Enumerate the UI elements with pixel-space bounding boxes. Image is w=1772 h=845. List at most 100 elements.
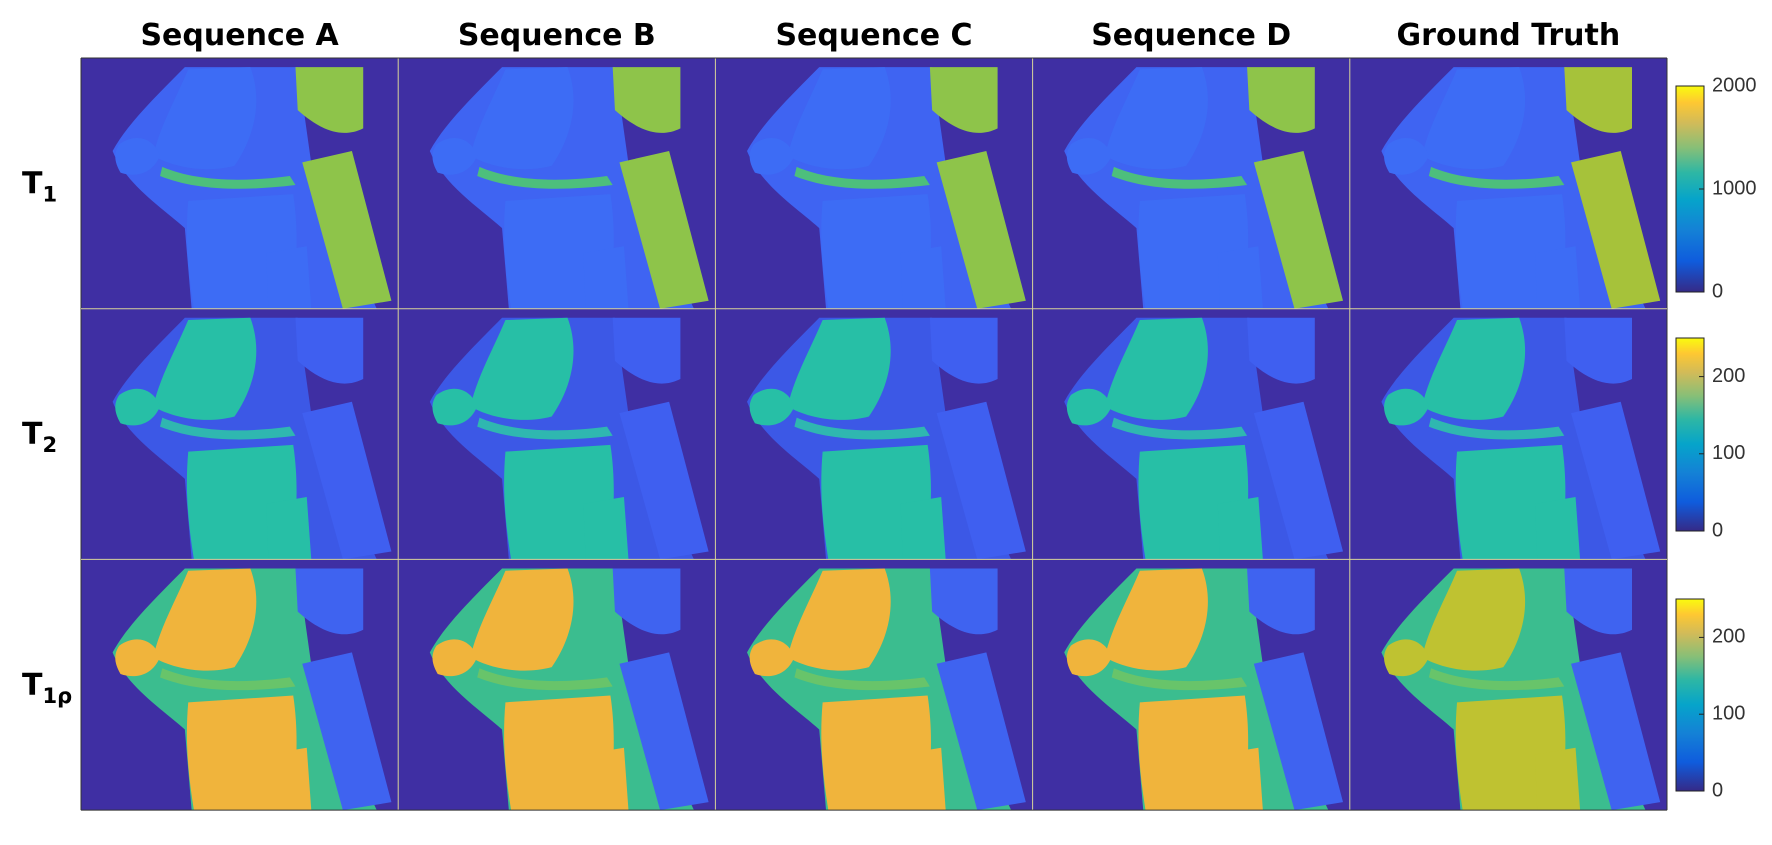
tissue-region (794, 417, 930, 440)
tissue-region (900, 246, 946, 309)
tissue-region (936, 401, 1026, 560)
tissue-region (1104, 67, 1208, 170)
tissue-region (1104, 568, 1208, 671)
tissue-region (160, 417, 296, 440)
colorbar (1675, 337, 1705, 532)
map-panel (715, 58, 1033, 309)
map-panel (1349, 58, 1667, 309)
tissue-region (1217, 497, 1263, 560)
colorbar-tick-label: 0 (1712, 519, 1723, 541)
tissue-region (794, 166, 930, 189)
tissue-region (153, 568, 257, 671)
tissue-region (1534, 747, 1581, 811)
tissue-region (160, 668, 296, 691)
tissue-region (266, 747, 312, 811)
tissue-region (1217, 747, 1263, 811)
tissue-region (1422, 568, 1526, 671)
column-title: Sequence B (458, 18, 656, 53)
map-panel (81, 559, 399, 811)
tissue-region (619, 652, 709, 811)
tissue-region (612, 317, 681, 384)
tissue-region (302, 401, 392, 560)
tissue-region (432, 388, 478, 426)
map-panel (398, 559, 716, 811)
colorbar-tick-label: 0 (1712, 779, 1723, 801)
colorbar-tick-label: 100 (1712, 442, 1745, 464)
tissue-region (432, 639, 478, 677)
tissue-region (302, 652, 392, 811)
tissue-region (1253, 401, 1344, 560)
tissue-region (1247, 317, 1315, 384)
map-panel (81, 58, 399, 309)
tissue-region (787, 67, 891, 170)
map-panel (1349, 308, 1667, 560)
row-label: T2 (22, 417, 57, 457)
tissue-region (295, 67, 364, 133)
tissue-region (115, 388, 161, 426)
tissue-region (302, 151, 392, 309)
tissue-region (1253, 151, 1344, 309)
tissue-region (1534, 246, 1581, 309)
tissue-region (1571, 401, 1661, 560)
map-panel (1349, 559, 1667, 811)
colorbar-tick-label: 0 (1712, 280, 1723, 302)
tissue-region (266, 246, 312, 309)
map-row (81, 58, 1667, 309)
tissue-region (477, 417, 613, 440)
tissue-region (749, 138, 795, 175)
map-panel (1032, 58, 1350, 309)
tissue-region (583, 497, 629, 560)
row-label: T1 (22, 166, 57, 206)
tissue-region (1428, 166, 1565, 189)
tissue-region (900, 747, 946, 811)
tissue-region (1571, 652, 1661, 811)
tissue-region (749, 388, 795, 426)
tissue-region (1066, 138, 1112, 175)
tissue-region (1111, 417, 1248, 440)
colorbar (1675, 598, 1705, 792)
tissue-region (1422, 317, 1526, 420)
tissue-region (1428, 417, 1565, 440)
tissue-region (1111, 166, 1248, 189)
tissue-region (295, 317, 364, 384)
row-label-main: T (22, 668, 43, 703)
row-label-sub: 1ρ (42, 684, 72, 708)
column-title: Sequence C (775, 18, 972, 53)
map-panel (398, 58, 716, 309)
tissue-region (1066, 639, 1112, 677)
tissue-region (1384, 639, 1429, 677)
tissue-region (153, 67, 257, 170)
map-panel (715, 559, 1033, 811)
map-row (81, 308, 1667, 560)
tissue-region (266, 497, 312, 560)
tissue-region (612, 568, 681, 635)
tissue-region (470, 67, 574, 170)
column-title: Sequence D (1091, 18, 1291, 53)
colorbar-tick-label: 200 (1712, 626, 1745, 648)
tissue-region (1564, 317, 1633, 384)
tissue-region (929, 67, 998, 133)
tissue-region (787, 317, 891, 420)
tissue-region (936, 652, 1026, 811)
colorbar-tick-label: 1000 (1712, 177, 1757, 199)
map-panel (715, 308, 1033, 560)
column-title: Ground Truth (1397, 18, 1621, 53)
map-panel (81, 308, 399, 560)
tissue-region (583, 246, 629, 309)
tissue-region (160, 166, 296, 189)
tissue-region (477, 668, 613, 691)
tissue-region (1534, 497, 1581, 560)
row-label-main: T (22, 166, 43, 201)
row-label: T1ρ (22, 668, 72, 708)
tissue-region (1104, 317, 1208, 420)
tissue-region (794, 668, 930, 691)
colorbar-tick-label: 2000 (1712, 74, 1757, 96)
tissue-region (295, 568, 364, 635)
tissue-region (1422, 67, 1526, 170)
tissue-region (1253, 652, 1344, 811)
tissue-region (1564, 568, 1633, 635)
tissue-region (1571, 151, 1661, 309)
tissue-region (470, 317, 574, 420)
column-title: Sequence A (140, 18, 339, 53)
